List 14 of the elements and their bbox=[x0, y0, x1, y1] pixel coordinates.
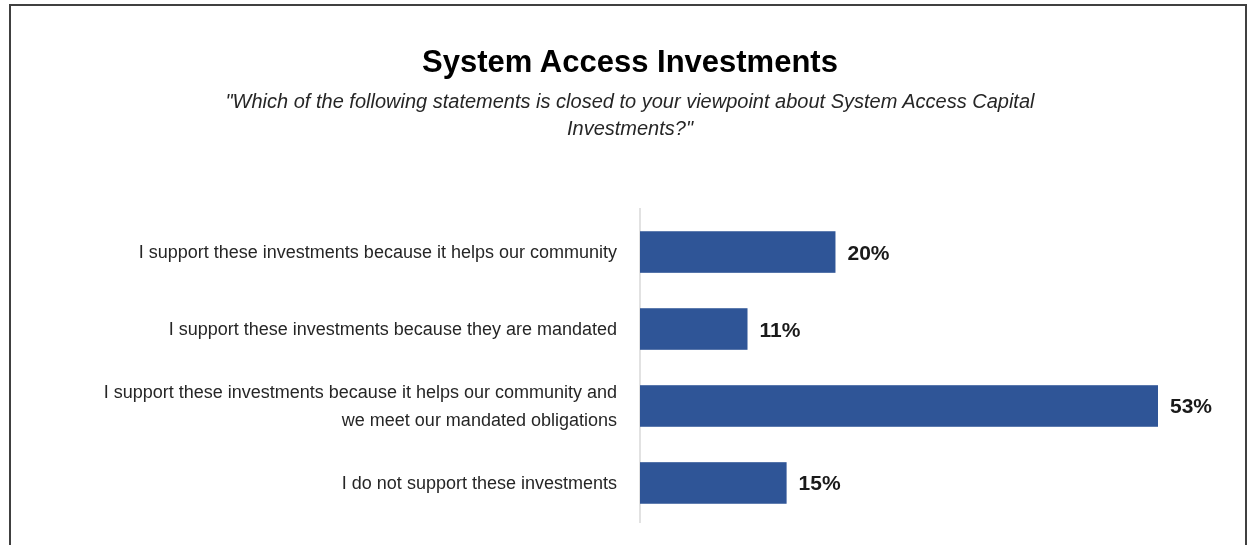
bar bbox=[640, 231, 836, 273]
data-label: 15% bbox=[798, 471, 841, 495]
bar bbox=[640, 308, 748, 350]
bar bbox=[640, 462, 787, 504]
y-tick-label: I support these investments because it helps our community bbox=[138, 242, 617, 263]
data-label: 20% bbox=[847, 240, 890, 264]
y-tick-label: I support these investments because it helps our community and we meet our mandated obligations bbox=[103, 381, 617, 430]
chart-title: System Access Investments bbox=[422, 44, 838, 79]
y-tick-label: I do not support these investments bbox=[341, 472, 617, 493]
data-label: 11% bbox=[759, 317, 801, 341]
data-label: 53% bbox=[1170, 394, 1213, 418]
bar bbox=[640, 385, 1158, 427]
y-tick-label: I support these investments because they are mandated bbox=[168, 319, 617, 340]
chart-subtitle: "Which of the following statements is closed to your viewpoint about System Access Capital Investments?" bbox=[225, 90, 1036, 139]
